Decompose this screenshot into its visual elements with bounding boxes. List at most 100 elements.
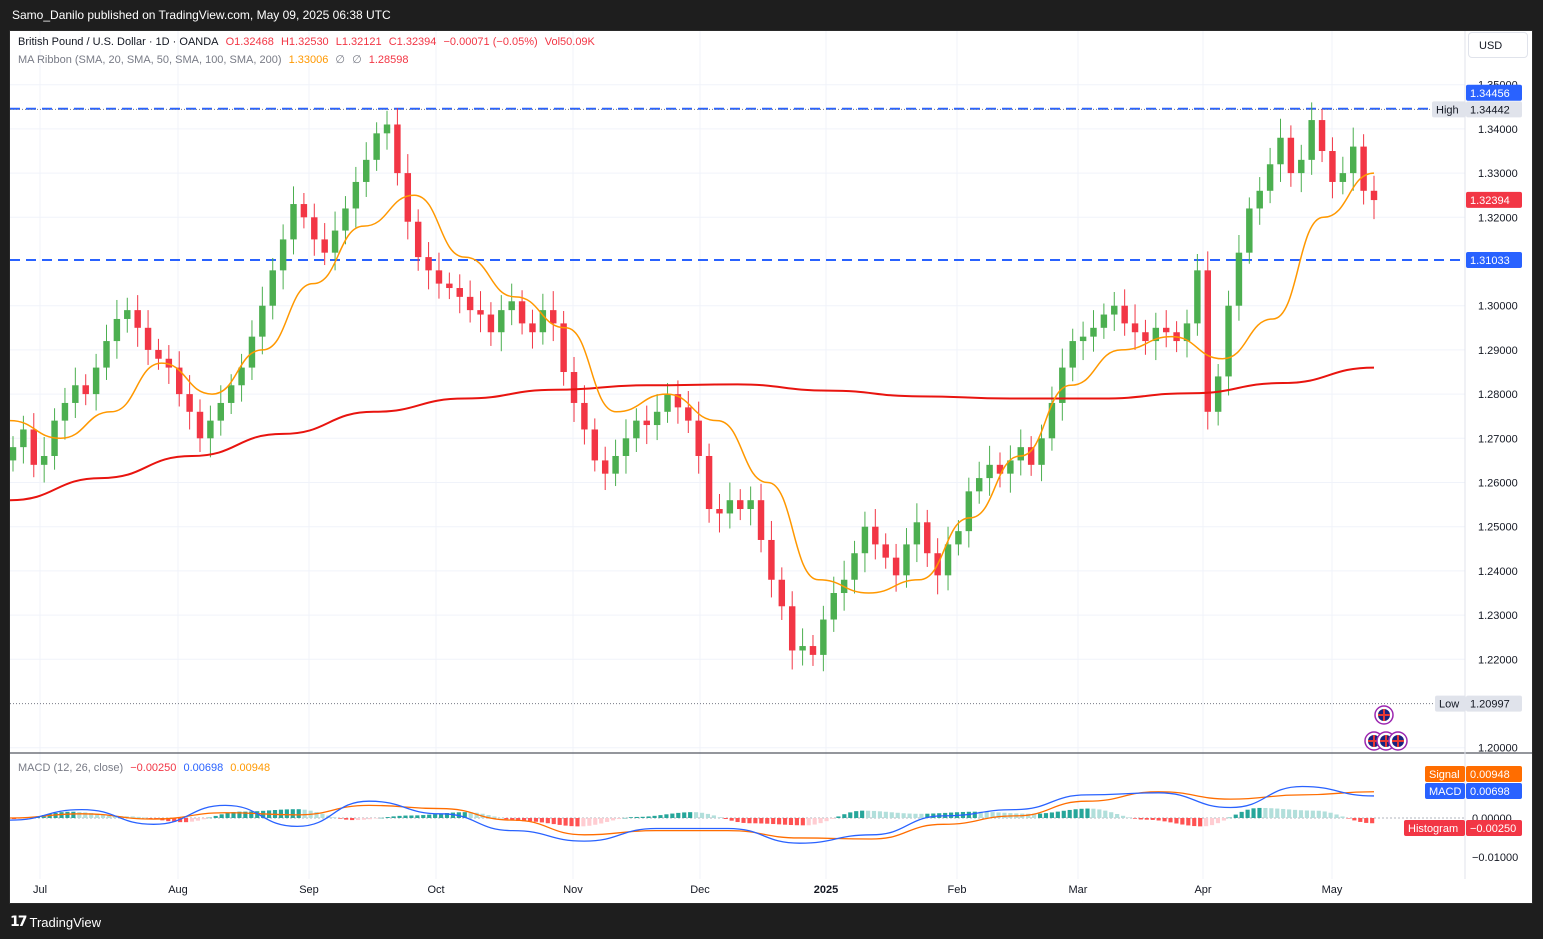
macd-histogram-bar [765,818,770,824]
tradingview-logo[interactable]: 17 TradingView [10,914,101,930]
low-value-label: 1.20997 [1470,699,1510,711]
macd-histogram-bar [1174,818,1179,824]
candle-body [1038,438,1045,465]
macd-histogram-bar [516,818,521,821]
uk-flag-icon[interactable] [1388,731,1408,751]
macd-histogram-bar [771,818,776,825]
macd-histogram-bar [379,817,384,819]
candle-body [809,646,817,655]
macd-histogram-bar [1085,808,1090,818]
macd-histogram-bar [1310,810,1315,818]
macd-histogram-bar [409,815,414,818]
macd-histogram-bar [622,817,627,819]
macd-histogram-bar [106,815,112,818]
candle-body [165,358,173,368]
macd-histogram-bar [599,818,604,824]
resistance-top-label-bg [1466,84,1522,101]
candle-body [414,221,422,258]
macd-histogram-bar [367,818,372,820]
macd-histogram-bar [990,812,995,818]
candle-body [279,239,287,271]
macd-histogram-bar [1209,818,1215,826]
macd-histogram-bar [65,811,70,818]
x-tick-label: Jul [33,884,47,896]
macd-histogram-bar [563,818,568,826]
macd-histogram-bar [925,813,930,818]
candle-body [1131,323,1139,333]
chart-svg[interactable]: 1.350001.340001.330001.320001.300001.290… [10,31,1532,903]
macd-histogram-bar [1115,814,1120,818]
macd-histogram-bar [883,811,888,818]
macd-histogram-bar [1304,810,1309,818]
macd-histogram-bar [201,818,206,820]
chart-frame[interactable]: 1.350001.340001.330001.320001.300001.290… [9,30,1533,904]
macd-histogram-bar [777,818,782,825]
macd-histogram-bar [1198,818,1203,827]
change-value: −0.00071 (−0.05%) [443,36,538,48]
candle-body [383,124,391,134]
candle-body [1370,190,1378,201]
currency-button[interactable]: USD [1468,32,1528,58]
candle-body [892,557,900,576]
candle-body [529,323,536,333]
macd-histogram-bar [836,816,841,818]
candle-body [487,314,495,333]
macd-histogram-bar [1227,817,1232,819]
macd-histogram-bar [871,810,877,818]
macd-histogram-bar [699,812,705,818]
macd-histogram-bar [415,815,420,818]
uk-flag-icon[interactable] [1374,705,1394,725]
grid [10,31,1532,879]
macd-histogram-bar [136,816,141,818]
candle-body [581,402,588,430]
x-tick-label: Nov [563,884,583,896]
macd-histogram-bar [385,817,390,818]
macd-histogram-bar [1120,815,1126,818]
macd-histogram-bar [664,814,669,818]
macd-histogram-bar [1257,807,1262,818]
macd-histogram-bar [427,814,432,818]
candle-body [820,619,827,655]
open-value: O1.32468 [225,36,274,48]
candle-body [1277,137,1284,165]
candle-body [591,429,599,461]
candle-body [830,593,837,620]
candle-body [1007,460,1014,474]
candle-body [757,500,765,540]
candle-body [539,310,547,333]
candle-body [1059,367,1066,403]
sma20-line [10,172,1375,594]
macd-histogram-bar [320,813,325,818]
macd-title[interactable]: MACD (12, 26, close) [18,762,124,774]
macd-histogram-bar [1215,818,1221,824]
symbol-title[interactable]: British Pound / U.S. Dollar · 1D · OANDA [18,36,219,48]
macd-histogram-bar [812,818,817,825]
macd-histogram-bar [1298,810,1304,818]
candle-body [861,526,869,554]
macd-histogram-bar [23,818,29,819]
x-tick-label: Dec [690,884,710,896]
ma-title[interactable]: MA Ribbon (SMA, 20, SMA, 50, SMA, 100, S… [18,54,282,66]
candle-body [103,341,110,368]
candle-body [196,411,204,439]
macd-legend: MACD (12, 26, close) −0.00250 0.00698 0.… [18,762,274,774]
macd-histogram-bar [1340,816,1345,818]
x-tick-label: May [1322,884,1343,896]
publish-text: Samo_Danilo published on TradingView.com… [12,8,391,22]
candle-body [1069,341,1076,368]
candle-body [1090,327,1097,337]
time-axis[interactable]: Jul Aug Sep Oct Nov Dec 2025 Feb Mar Apr May [33,884,1343,896]
macd-signal-value: 0.00948 [230,762,271,774]
macd-histogram-bar [824,818,829,822]
macd-histogram-bar [729,818,734,821]
event-icons[interactable] [1364,705,1408,751]
horizontal-levels [10,107,1465,705]
candle-body [685,407,692,421]
candle-body [851,553,858,580]
macd-histogram-bar [486,815,491,818]
price-axis[interactable]: 1.350001.340001.330001.320001.300001.290… [1472,80,1518,864]
candle-body [518,301,526,324]
macd-histogram-bar [800,818,805,826]
macd-histogram-bar [1073,809,1078,818]
macd-histogram-bar [1251,808,1256,818]
